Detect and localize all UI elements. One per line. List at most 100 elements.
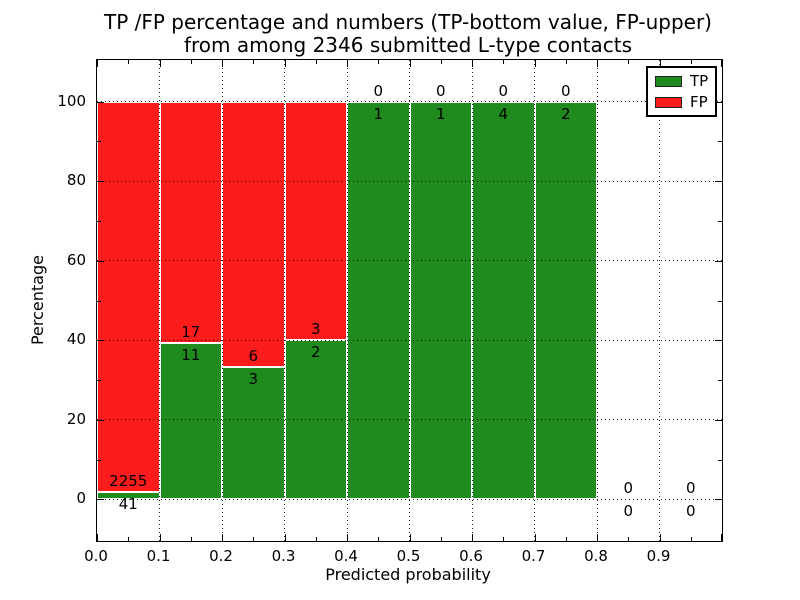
tick-mark bbox=[721, 60, 722, 67]
tick-mark bbox=[347, 534, 348, 541]
tick-mark-minor bbox=[690, 60, 692, 64]
tick-mark bbox=[284, 60, 286, 67]
tick-mark-minor bbox=[718, 220, 722, 222]
tick-mark-minor bbox=[718, 459, 722, 461]
tick-mark bbox=[222, 60, 223, 67]
y-tick-label: 100 bbox=[57, 91, 86, 110]
tick-mark-minor bbox=[440, 60, 442, 64]
tick-mark-minor bbox=[315, 537, 317, 541]
bar-tp-segment bbox=[409, 101, 472, 500]
count-label-tp: 3 bbox=[248, 369, 259, 388]
count-label-fp: 0 bbox=[373, 81, 384, 100]
tick-mark-minor bbox=[128, 537, 130, 541]
chart-title: TP /FP percentage and numbers (TP-bottom… bbox=[58, 11, 758, 57]
bar-fp-segment bbox=[97, 101, 160, 493]
count-label-fp: 0 bbox=[685, 479, 696, 498]
tick-mark bbox=[222, 534, 223, 541]
tick-mark-minor bbox=[628, 537, 630, 541]
y-tick-label: 80 bbox=[66, 171, 86, 190]
bar-tp-segment bbox=[347, 101, 410, 500]
legend-label-tp: TP bbox=[690, 72, 709, 90]
count-label-tp: 2 bbox=[560, 104, 571, 123]
bar-tp-segment bbox=[284, 340, 347, 500]
tick-mark-minor bbox=[97, 300, 101, 302]
tick-mark bbox=[159, 60, 161, 67]
tick-mark-minor bbox=[315, 60, 317, 64]
tick-mark-minor bbox=[378, 60, 380, 64]
x-tick-label: 0.9 bbox=[646, 547, 671, 565]
count-label-tp: 4 bbox=[498, 104, 509, 123]
tick-mark bbox=[659, 60, 661, 67]
tick-mark bbox=[721, 534, 722, 541]
tick-mark bbox=[597, 60, 598, 67]
count-label-fp: 2255 bbox=[109, 472, 148, 491]
bar-fp-segment bbox=[284, 101, 347, 341]
count-label-fp: 0 bbox=[498, 81, 509, 100]
tick-mark bbox=[97, 101, 104, 103]
count-label-tp: 0 bbox=[623, 502, 634, 521]
tick-mark-minor bbox=[97, 380, 101, 381]
y-tick-label: 60 bbox=[66, 250, 86, 269]
tick-mark bbox=[472, 534, 473, 541]
tick-mark bbox=[284, 534, 286, 541]
tick-mark-minor bbox=[628, 60, 630, 64]
x-tick-label: 0.0 bbox=[84, 547, 108, 565]
tick-mark-minor bbox=[503, 537, 505, 541]
x-tick-label: 0.6 bbox=[459, 547, 483, 565]
gridline-x bbox=[659, 60, 660, 541]
x-tick-label: 0.8 bbox=[584, 547, 608, 565]
tick-mark bbox=[97, 260, 104, 262]
tick-mark bbox=[472, 60, 473, 67]
x-tick-label: 0.4 bbox=[334, 547, 358, 565]
count-label-fp: 0 bbox=[560, 81, 571, 100]
chart-title-line2: from among 2346 submitted L-type contact… bbox=[183, 33, 633, 57]
tick-mark bbox=[715, 499, 722, 501]
count-label-tp: 1 bbox=[435, 104, 446, 123]
tick-mark-minor bbox=[565, 60, 567, 64]
x-tick-label: 0.7 bbox=[521, 547, 546, 565]
tick-mark bbox=[659, 534, 661, 541]
legend-item-fp: FP bbox=[655, 94, 708, 110]
tick-mark bbox=[97, 181, 104, 183]
tick-mark bbox=[715, 181, 722, 183]
tick-mark bbox=[97, 499, 104, 501]
tick-mark-minor bbox=[97, 220, 101, 222]
count-label-tp: 1 bbox=[373, 104, 384, 123]
tick-mark-minor bbox=[718, 300, 722, 302]
count-label-tp: 2 bbox=[310, 343, 321, 362]
count-label-tp: 41 bbox=[118, 495, 138, 514]
legend-item-tp: TP bbox=[655, 73, 708, 89]
count-label-fp: 0 bbox=[435, 81, 446, 100]
tick-mark-minor bbox=[440, 537, 442, 541]
count-label-tp: 0 bbox=[685, 502, 696, 521]
tick-mark bbox=[97, 534, 98, 541]
tick-mark-minor bbox=[97, 459, 101, 461]
legend-swatch-tp bbox=[655, 75, 682, 87]
x-tick-label: 0.2 bbox=[209, 547, 233, 565]
x-axis-label: Predicted probability bbox=[325, 565, 491, 584]
tick-mark bbox=[715, 260, 722, 262]
legend-label-fp: FP bbox=[690, 93, 708, 111]
tick-mark bbox=[159, 534, 161, 541]
tick-mark-minor bbox=[718, 380, 722, 381]
tick-mark-minor bbox=[253, 60, 255, 64]
tick-mark-minor bbox=[253, 537, 255, 541]
y-tick-label: 20 bbox=[66, 409, 86, 428]
tick-mark-minor bbox=[190, 60, 192, 64]
tick-mark bbox=[409, 534, 411, 541]
tick-mark-minor bbox=[503, 60, 505, 64]
tick-mark-minor bbox=[97, 141, 101, 143]
tick-mark bbox=[97, 60, 98, 67]
y-axis-label: Percentage bbox=[28, 255, 47, 346]
tick-mark-minor bbox=[378, 537, 380, 541]
count-label-tp: 11 bbox=[181, 346, 201, 365]
tick-mark bbox=[715, 419, 722, 421]
y-tick-label: 0 bbox=[76, 489, 86, 508]
tick-mark bbox=[409, 60, 411, 67]
tick-mark bbox=[97, 419, 104, 421]
tick-mark bbox=[534, 60, 536, 67]
tick-mark-minor bbox=[128, 60, 130, 64]
tick-mark bbox=[534, 534, 536, 541]
count-label-fp: 6 bbox=[248, 346, 259, 365]
